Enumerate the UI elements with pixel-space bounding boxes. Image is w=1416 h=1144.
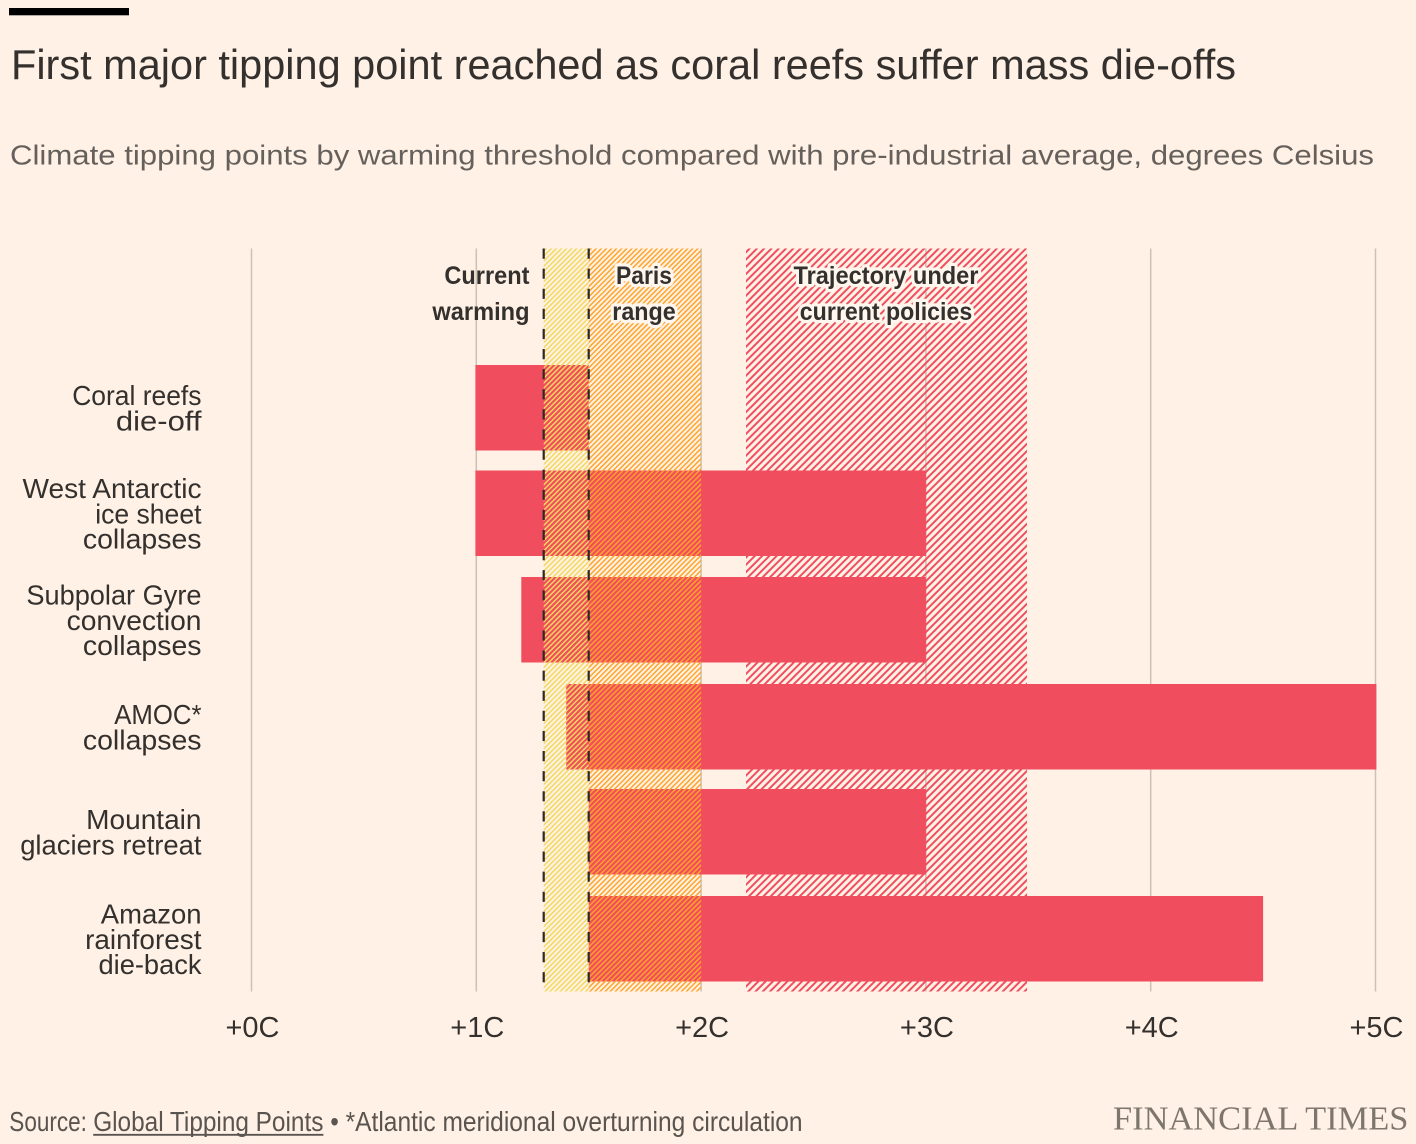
svg-text:Trajectory under: Trajectory under	[794, 262, 979, 290]
svg-text:FINANCIAL TIMES: FINANCIAL TIMES	[1113, 1101, 1408, 1138]
svg-text:die-back: die-back	[99, 949, 203, 980]
svg-text:+2C: +2C	[675, 1012, 729, 1044]
svg-text:Current: Current	[444, 262, 530, 290]
svg-text:range: range	[612, 298, 676, 326]
svg-text:convection: convection	[67, 605, 202, 636]
svg-text:ice sheet: ice sheet	[95, 498, 202, 529]
svg-text:Mountain: Mountain	[86, 804, 201, 835]
svg-text:die-off: die-off	[116, 406, 202, 437]
svg-text:Climate tipping points by warm: Climate tipping points by warming thresh…	[10, 140, 1374, 171]
svg-text:collapses: collapses	[83, 725, 202, 756]
svg-text:current policies: current policies	[800, 298, 972, 326]
svg-text:+5C: +5C	[1349, 1012, 1403, 1044]
svg-text:collapses: collapses	[83, 630, 202, 661]
svg-text:Amazon: Amazon	[101, 899, 202, 930]
svg-text:+4C: +4C	[1125, 1012, 1179, 1044]
svg-text:Source: Global Tipping Points: Source: Global Tipping Points • *Atlanti…	[9, 1106, 802, 1137]
svg-text:Paris: Paris	[616, 262, 672, 290]
svg-text:warming: warming	[431, 298, 529, 326]
svg-text:Subpolar Gyre: Subpolar Gyre	[26, 580, 201, 611]
svg-text:West Antarctic: West Antarctic	[23, 473, 202, 504]
svg-text:First major tipping point reac: First major tipping point reached as cor…	[11, 41, 1236, 88]
svg-text:glaciers retreat: glaciers retreat	[20, 830, 202, 861]
svg-text:+1C: +1C	[450, 1012, 504, 1044]
svg-text:rainforest: rainforest	[85, 924, 202, 955]
svg-text:Coral reefs: Coral reefs	[72, 380, 201, 411]
svg-text:+0C: +0C	[225, 1012, 279, 1044]
svg-text:collapses: collapses	[83, 524, 202, 555]
svg-text:+3C: +3C	[900, 1012, 954, 1044]
svg-text:AMOC*: AMOC*	[114, 699, 201, 730]
